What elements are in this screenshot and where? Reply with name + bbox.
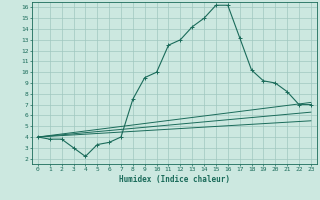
X-axis label: Humidex (Indice chaleur): Humidex (Indice chaleur) (119, 175, 230, 184)
